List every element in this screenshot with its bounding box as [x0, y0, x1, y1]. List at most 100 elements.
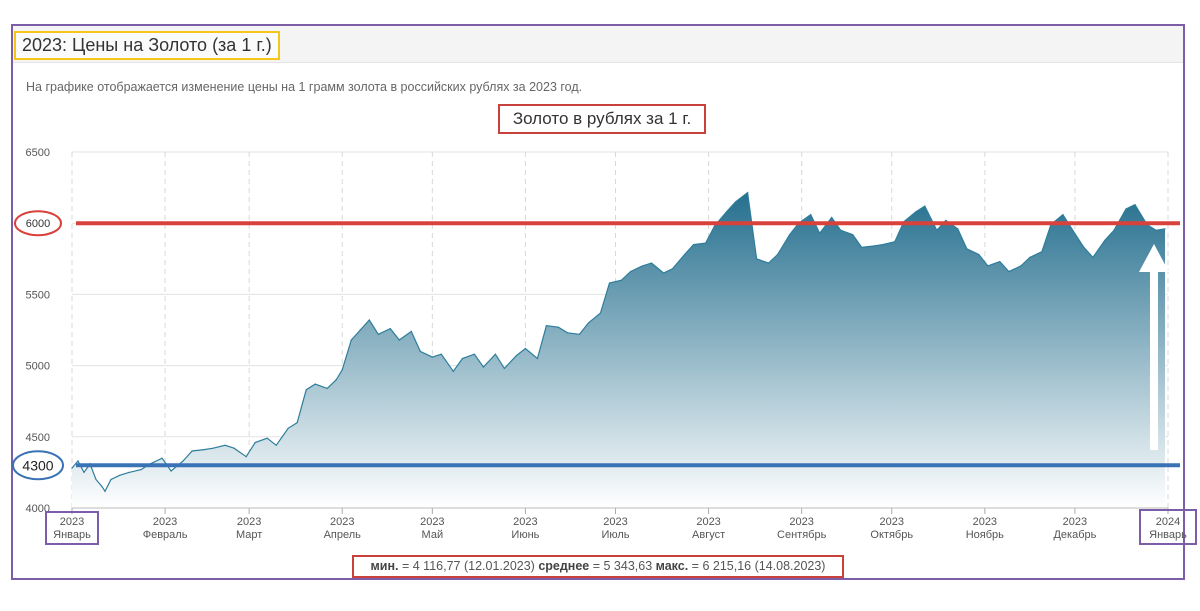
data-point — [1008, 271, 1010, 273]
data-point — [170, 470, 172, 472]
series-line — [71, 191, 1166, 493]
x-tick-year: 2023 — [420, 516, 444, 528]
x-tick-month: Апрель — [324, 529, 362, 541]
data-point — [536, 357, 539, 360]
up-arrow-head — [1139, 244, 1169, 272]
data-point — [1041, 251, 1043, 253]
data-point — [182, 460, 184, 462]
data-point — [1083, 246, 1085, 248]
data-point — [104, 490, 106, 492]
data-point — [1029, 256, 1031, 258]
data-point — [557, 326, 560, 328]
data-point — [452, 370, 454, 372]
data-point — [852, 234, 854, 236]
data-point — [650, 262, 653, 264]
data-point — [810, 214, 812, 216]
data-point — [1113, 229, 1115, 231]
data-point — [777, 253, 779, 256]
stats-avg-label: среднее — [538, 559, 590, 573]
stats-min-label: мин. — [370, 559, 399, 573]
x-tick-month: Май — [422, 529, 444, 541]
data-point — [101, 486, 103, 488]
chart-frame — [11, 24, 1185, 580]
data-point — [1164, 228, 1166, 230]
x-tick-year: 2023 — [880, 516, 904, 528]
x-tick-month: Август — [692, 529, 725, 541]
label-6000: 6000 — [26, 218, 50, 230]
data-point — [398, 339, 400, 341]
data-point — [191, 450, 193, 452]
data-point — [882, 244, 884, 246]
x-tick-year: 2023 — [603, 516, 627, 528]
x-tick-month: Октябрь — [870, 529, 913, 541]
data-point — [936, 229, 938, 231]
data-point — [1125, 208, 1127, 210]
y-tick-label: 4000 — [26, 503, 50, 515]
data-point — [957, 228, 959, 230]
data-point — [233, 447, 235, 449]
data-point — [161, 457, 163, 459]
data-point — [1155, 229, 1157, 231]
data-point — [128, 471, 130, 473]
data-point — [368, 319, 370, 321]
x-tick-month: Декабрь — [1053, 529, 1096, 541]
data-point — [482, 366, 484, 368]
data-point — [212, 447, 214, 449]
data-point — [1071, 228, 1073, 230]
x-tick-year: 2023 — [237, 516, 261, 528]
stats-max-value: = 6 215,16 (14.08.2023) — [688, 559, 826, 573]
data-point — [545, 325, 548, 327]
data-point — [671, 268, 674, 270]
x-tick-month: Февраль — [143, 529, 188, 541]
data-point — [599, 312, 602, 314]
data-point — [662, 272, 665, 274]
x-tick-month: Март — [236, 529, 262, 541]
x-tick-month: Ноябрь — [966, 529, 1004, 541]
data-point — [789, 234, 791, 236]
data-point — [305, 389, 307, 391]
x-tick-month: Июнь — [511, 529, 539, 541]
data-point — [287, 427, 289, 429]
data-point — [693, 244, 695, 246]
chart-title: Золото в рублях за 1 г. — [498, 104, 706, 134]
data-point — [705, 242, 707, 244]
data-point — [245, 456, 247, 458]
data-point — [1134, 204, 1136, 206]
data-point — [987, 265, 989, 267]
data-point — [71, 467, 73, 469]
x-tick-year: 2023 — [513, 516, 537, 528]
series-area — [72, 192, 1165, 508]
data-point — [978, 253, 980, 256]
data-point — [726, 211, 728, 213]
data-point — [735, 201, 737, 203]
data-point — [945, 219, 947, 221]
up-arrow-shaft — [1150, 268, 1158, 450]
x-tick-year: 2023 — [696, 516, 720, 528]
x-tick-month: Январь — [53, 529, 91, 541]
data-point — [684, 253, 686, 256]
data-point — [389, 328, 391, 330]
x-tick-year: 2023 — [153, 516, 177, 528]
data-point — [768, 262, 770, 264]
data-point — [1020, 265, 1022, 267]
y-tick-label: 5000 — [26, 361, 50, 373]
data-point — [350, 339, 352, 341]
data-point — [377, 333, 379, 335]
data-point — [861, 246, 863, 248]
data-point — [83, 471, 85, 473]
data-point — [341, 369, 343, 371]
data-point — [756, 258, 758, 260]
x-tick-year: 2023 — [330, 516, 354, 528]
data-point — [95, 478, 97, 481]
data-point — [641, 265, 644, 267]
data-point — [915, 211, 917, 213]
data-point — [566, 332, 569, 334]
data-point — [119, 474, 121, 476]
box-last-month — [1139, 509, 1197, 545]
data-point — [515, 355, 518, 357]
data-point — [966, 248, 968, 250]
data-point — [1104, 239, 1106, 241]
x-tick-month: Июль — [601, 529, 629, 541]
x-tick-year: 2023 — [1063, 516, 1087, 528]
